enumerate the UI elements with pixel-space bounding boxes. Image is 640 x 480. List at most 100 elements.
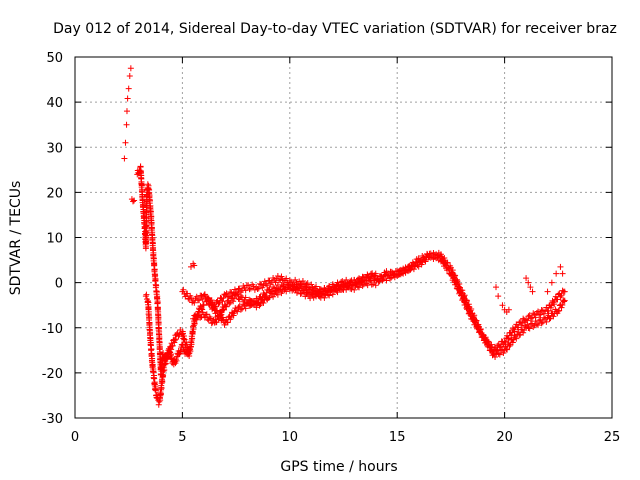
point-band-b xyxy=(495,350,502,357)
point-late-spikes xyxy=(557,263,564,270)
point-band-b xyxy=(329,291,336,298)
point-band-a xyxy=(255,285,262,292)
point-band-b xyxy=(370,281,377,288)
point-band-c xyxy=(353,281,360,288)
point-band-a xyxy=(196,297,203,304)
point-band-c xyxy=(286,282,293,289)
point-band-b xyxy=(422,258,429,265)
point-late-spikes xyxy=(527,284,534,291)
point-band-a xyxy=(250,283,257,290)
point-early-spike xyxy=(124,95,131,102)
point-band-b xyxy=(391,271,398,278)
x-tick-label: 0 xyxy=(71,430,79,445)
point-band-b xyxy=(465,301,472,308)
point-band-b xyxy=(326,292,333,299)
point-late-spikes xyxy=(553,270,560,277)
point-band-a xyxy=(491,343,498,350)
point-band-a xyxy=(219,298,226,305)
y-tick-label: 50 xyxy=(46,51,63,66)
point-band-b xyxy=(509,339,516,346)
point-band-b xyxy=(431,251,438,258)
point-late-spikes xyxy=(525,279,532,286)
point-band-b xyxy=(558,304,565,311)
point-second-band xyxy=(197,303,204,310)
point-band-c xyxy=(328,286,335,293)
point-band-b xyxy=(414,262,421,269)
point-band-c xyxy=(284,281,291,288)
point-late-spikes xyxy=(505,306,512,313)
point-band-b xyxy=(265,295,272,302)
point-band-b xyxy=(433,255,440,262)
point-band-b xyxy=(223,303,230,310)
point-band-b xyxy=(343,286,350,293)
point-band-b xyxy=(513,335,520,342)
point-band-c xyxy=(365,274,372,281)
point-band-b xyxy=(201,314,208,321)
point-band-b xyxy=(506,342,513,349)
point-band-c xyxy=(214,307,221,314)
point-late-spikes xyxy=(529,288,536,295)
point-band-b xyxy=(451,272,458,279)
point-late-spikes xyxy=(187,263,194,270)
point-band-b xyxy=(543,318,550,325)
point-band-a xyxy=(242,287,249,294)
point-band-c xyxy=(253,295,260,302)
point-band-b xyxy=(406,267,413,274)
point-band-b xyxy=(533,321,540,328)
point-band-b xyxy=(206,314,213,321)
y-tick-label: 40 xyxy=(46,96,63,111)
point-band-c xyxy=(304,288,311,295)
point-band-b xyxy=(494,347,501,354)
y-tick-label: 10 xyxy=(46,232,63,247)
point-band-c xyxy=(310,294,317,301)
point-band-b xyxy=(408,262,415,269)
point-band-a xyxy=(299,277,306,284)
point-late-spikes xyxy=(493,284,500,291)
point-early-spike xyxy=(123,121,130,128)
point-band-c xyxy=(370,273,377,280)
point-band-b xyxy=(213,319,220,326)
y-tick-label: -10 xyxy=(42,322,63,337)
point-band-b xyxy=(356,284,363,291)
point-band-b xyxy=(379,276,386,283)
point-band-a xyxy=(504,335,511,342)
point-band-b xyxy=(496,351,503,358)
point-band-c xyxy=(296,285,303,292)
point-band-a xyxy=(254,286,261,293)
point-band-b xyxy=(520,329,527,336)
point-early-spike xyxy=(126,72,133,79)
point-band-b xyxy=(463,297,470,304)
point-band-b xyxy=(480,332,487,339)
point-second-band xyxy=(164,354,171,361)
point-band-c xyxy=(343,276,350,283)
x-tick-label: 10 xyxy=(282,430,299,445)
point-band-b xyxy=(483,336,490,343)
point-band-c xyxy=(338,279,345,286)
point-second-band xyxy=(152,387,159,394)
point-band-a xyxy=(223,290,230,297)
point-second-band xyxy=(171,337,178,344)
y-tick-label: 20 xyxy=(46,186,63,201)
point-band-c xyxy=(356,275,363,282)
point-second-band xyxy=(143,291,150,298)
point-first-band xyxy=(148,219,155,226)
point-band-c xyxy=(233,307,240,314)
point-band-c xyxy=(345,282,352,289)
point-band-b xyxy=(561,297,568,304)
point-band-b xyxy=(550,313,557,320)
point-second-band xyxy=(161,366,168,373)
y-tick-label: 30 xyxy=(46,141,63,156)
point-band-a xyxy=(551,301,558,308)
point-band-b xyxy=(456,281,463,288)
point-band-b xyxy=(535,322,542,329)
point-band-c xyxy=(297,290,304,297)
point-band-c xyxy=(341,279,348,286)
point-band-c xyxy=(289,287,296,294)
point-band-b xyxy=(192,315,199,322)
point-band-c xyxy=(270,284,277,291)
point-band-b xyxy=(500,350,507,356)
point-band-c xyxy=(336,283,343,290)
point-early-spike xyxy=(127,65,134,72)
point-band-c xyxy=(358,278,365,285)
point-band-b xyxy=(302,283,309,290)
